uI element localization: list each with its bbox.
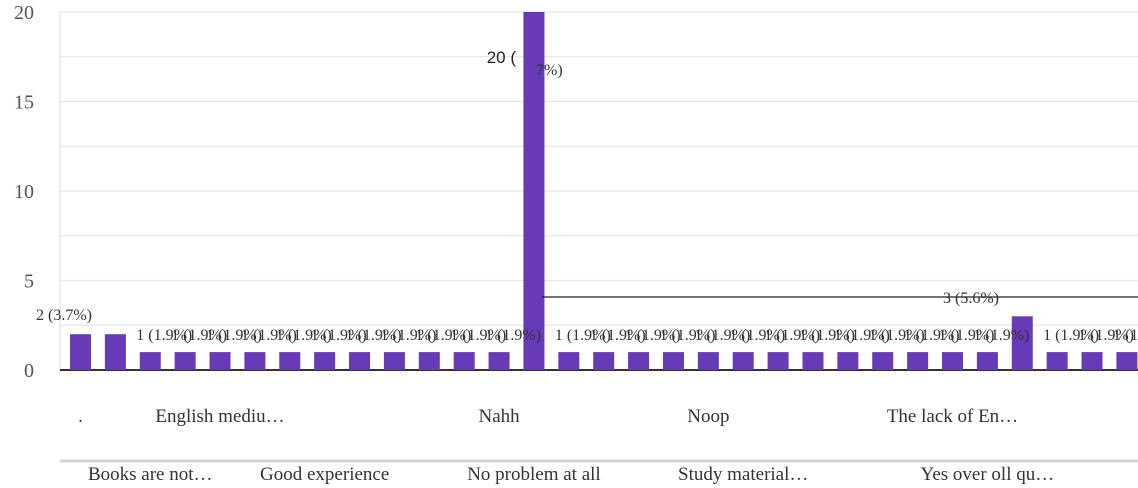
bar bbox=[907, 352, 929, 370]
bar bbox=[628, 352, 650, 370]
bar bbox=[174, 352, 196, 370]
x-category-label: Nahh bbox=[478, 406, 520, 427]
x-category-label: English mediu… bbox=[155, 406, 284, 427]
data-label: 1 (1.9%) bbox=[694, 327, 750, 344]
data-label: 1 (1.9%) bbox=[136, 327, 192, 344]
bar bbox=[942, 352, 963, 370]
y-tick-label: 20 bbox=[14, 2, 34, 24]
bar bbox=[976, 352, 998, 370]
x-category-label: . bbox=[78, 406, 83, 427]
x-category-label: No problem at all bbox=[467, 464, 601, 485]
data-label: 1 (1.9%) bbox=[764, 327, 820, 344]
data-label: 1 (1.9%) bbox=[311, 327, 367, 344]
data-label: 1 (1.9%) bbox=[834, 327, 890, 344]
data-label: 1 (1.9%) bbox=[659, 327, 715, 344]
x-category-label: Yes over oll qu… bbox=[921, 464, 1055, 485]
data-label: 1 (1.9%) bbox=[555, 327, 611, 344]
data-label: 1 (1.9%) bbox=[346, 327, 402, 344]
bar bbox=[244, 352, 266, 370]
data-label: 1 (1.9%) bbox=[729, 327, 785, 344]
bar bbox=[662, 352, 684, 370]
y-tick-label: 5 bbox=[24, 271, 34, 293]
data-label: 1 (1.9%) bbox=[276, 327, 332, 344]
data-label: 2 (3.7%) bbox=[36, 307, 92, 324]
bar bbox=[523, 12, 545, 370]
bar bbox=[209, 352, 231, 370]
data-label: 1 (1.9%) bbox=[206, 327, 262, 344]
bar bbox=[383, 352, 405, 370]
data-label: 1 (1.9%) bbox=[380, 327, 436, 344]
bar bbox=[70, 334, 91, 370]
data-label: 1 (1.9%) bbox=[450, 327, 506, 344]
data-label: 1 (1.9%) bbox=[485, 327, 541, 344]
data-label: 1 (1.9%) bbox=[1078, 327, 1134, 344]
bar bbox=[1046, 352, 1068, 370]
y-tick-label: 10 bbox=[14, 181, 34, 203]
bar bbox=[802, 352, 824, 370]
bar bbox=[453, 352, 475, 370]
x-category-label: Noop bbox=[687, 406, 729, 427]
data-label: 1 (1.9%) bbox=[799, 327, 855, 344]
bar bbox=[349, 352, 371, 370]
bar bbox=[558, 352, 580, 370]
bar bbox=[1011, 316, 1033, 370]
data-label: 1 (1.9%) bbox=[904, 327, 960, 344]
data-label: 20 ( bbox=[487, 48, 517, 67]
data-label: 1 (1.9%) bbox=[939, 327, 995, 344]
x-category-label: Study material… bbox=[678, 464, 808, 485]
data-label: 1 (1.9%) bbox=[625, 327, 681, 344]
data-label: 1 (1.9%) bbox=[171, 327, 227, 344]
bar bbox=[697, 352, 719, 370]
x-category-label: The lack of En… bbox=[887, 406, 1018, 427]
data-label: 7%) bbox=[536, 62, 563, 79]
bars bbox=[70, 12, 1138, 370]
bar bbox=[418, 352, 440, 370]
grid-lines bbox=[59, 11, 1138, 463]
data-label: 1 (1.9%) bbox=[869, 327, 925, 344]
data-label: 1 (1.9%) bbox=[415, 327, 471, 344]
bar bbox=[104, 334, 126, 370]
bar bbox=[732, 352, 754, 370]
bar bbox=[139, 352, 161, 370]
x-category-label: Good experience bbox=[260, 464, 389, 485]
x-category-label: Books are not… bbox=[88, 464, 213, 485]
data-label: 1 (1.9%) bbox=[1043, 327, 1099, 344]
data-label: 1 (1.9%) bbox=[590, 327, 646, 344]
bar bbox=[279, 352, 301, 370]
bar bbox=[837, 352, 859, 370]
bar bbox=[1116, 352, 1138, 370]
bar bbox=[872, 352, 894, 370]
bar bbox=[593, 352, 615, 370]
bar bbox=[314, 352, 336, 370]
y-tick-label: 15 bbox=[14, 92, 34, 114]
bar bbox=[767, 352, 789, 370]
data-label: 3 (5.6%) bbox=[943, 290, 999, 307]
data-label: 1 (1.9%) bbox=[1113, 327, 1138, 344]
data-labels: 2 (3.7%)20 (7%)3 (5.6%)1 (1.9%)1 (1.9%)1… bbox=[36, 48, 1138, 344]
data-label: 1 (1.9%) bbox=[241, 327, 297, 344]
y-tick-label: 0 bbox=[24, 360, 34, 382]
data-label: 1 (1.9%) bbox=[973, 327, 1029, 344]
bar bbox=[488, 352, 510, 370]
bar bbox=[1081, 352, 1103, 370]
